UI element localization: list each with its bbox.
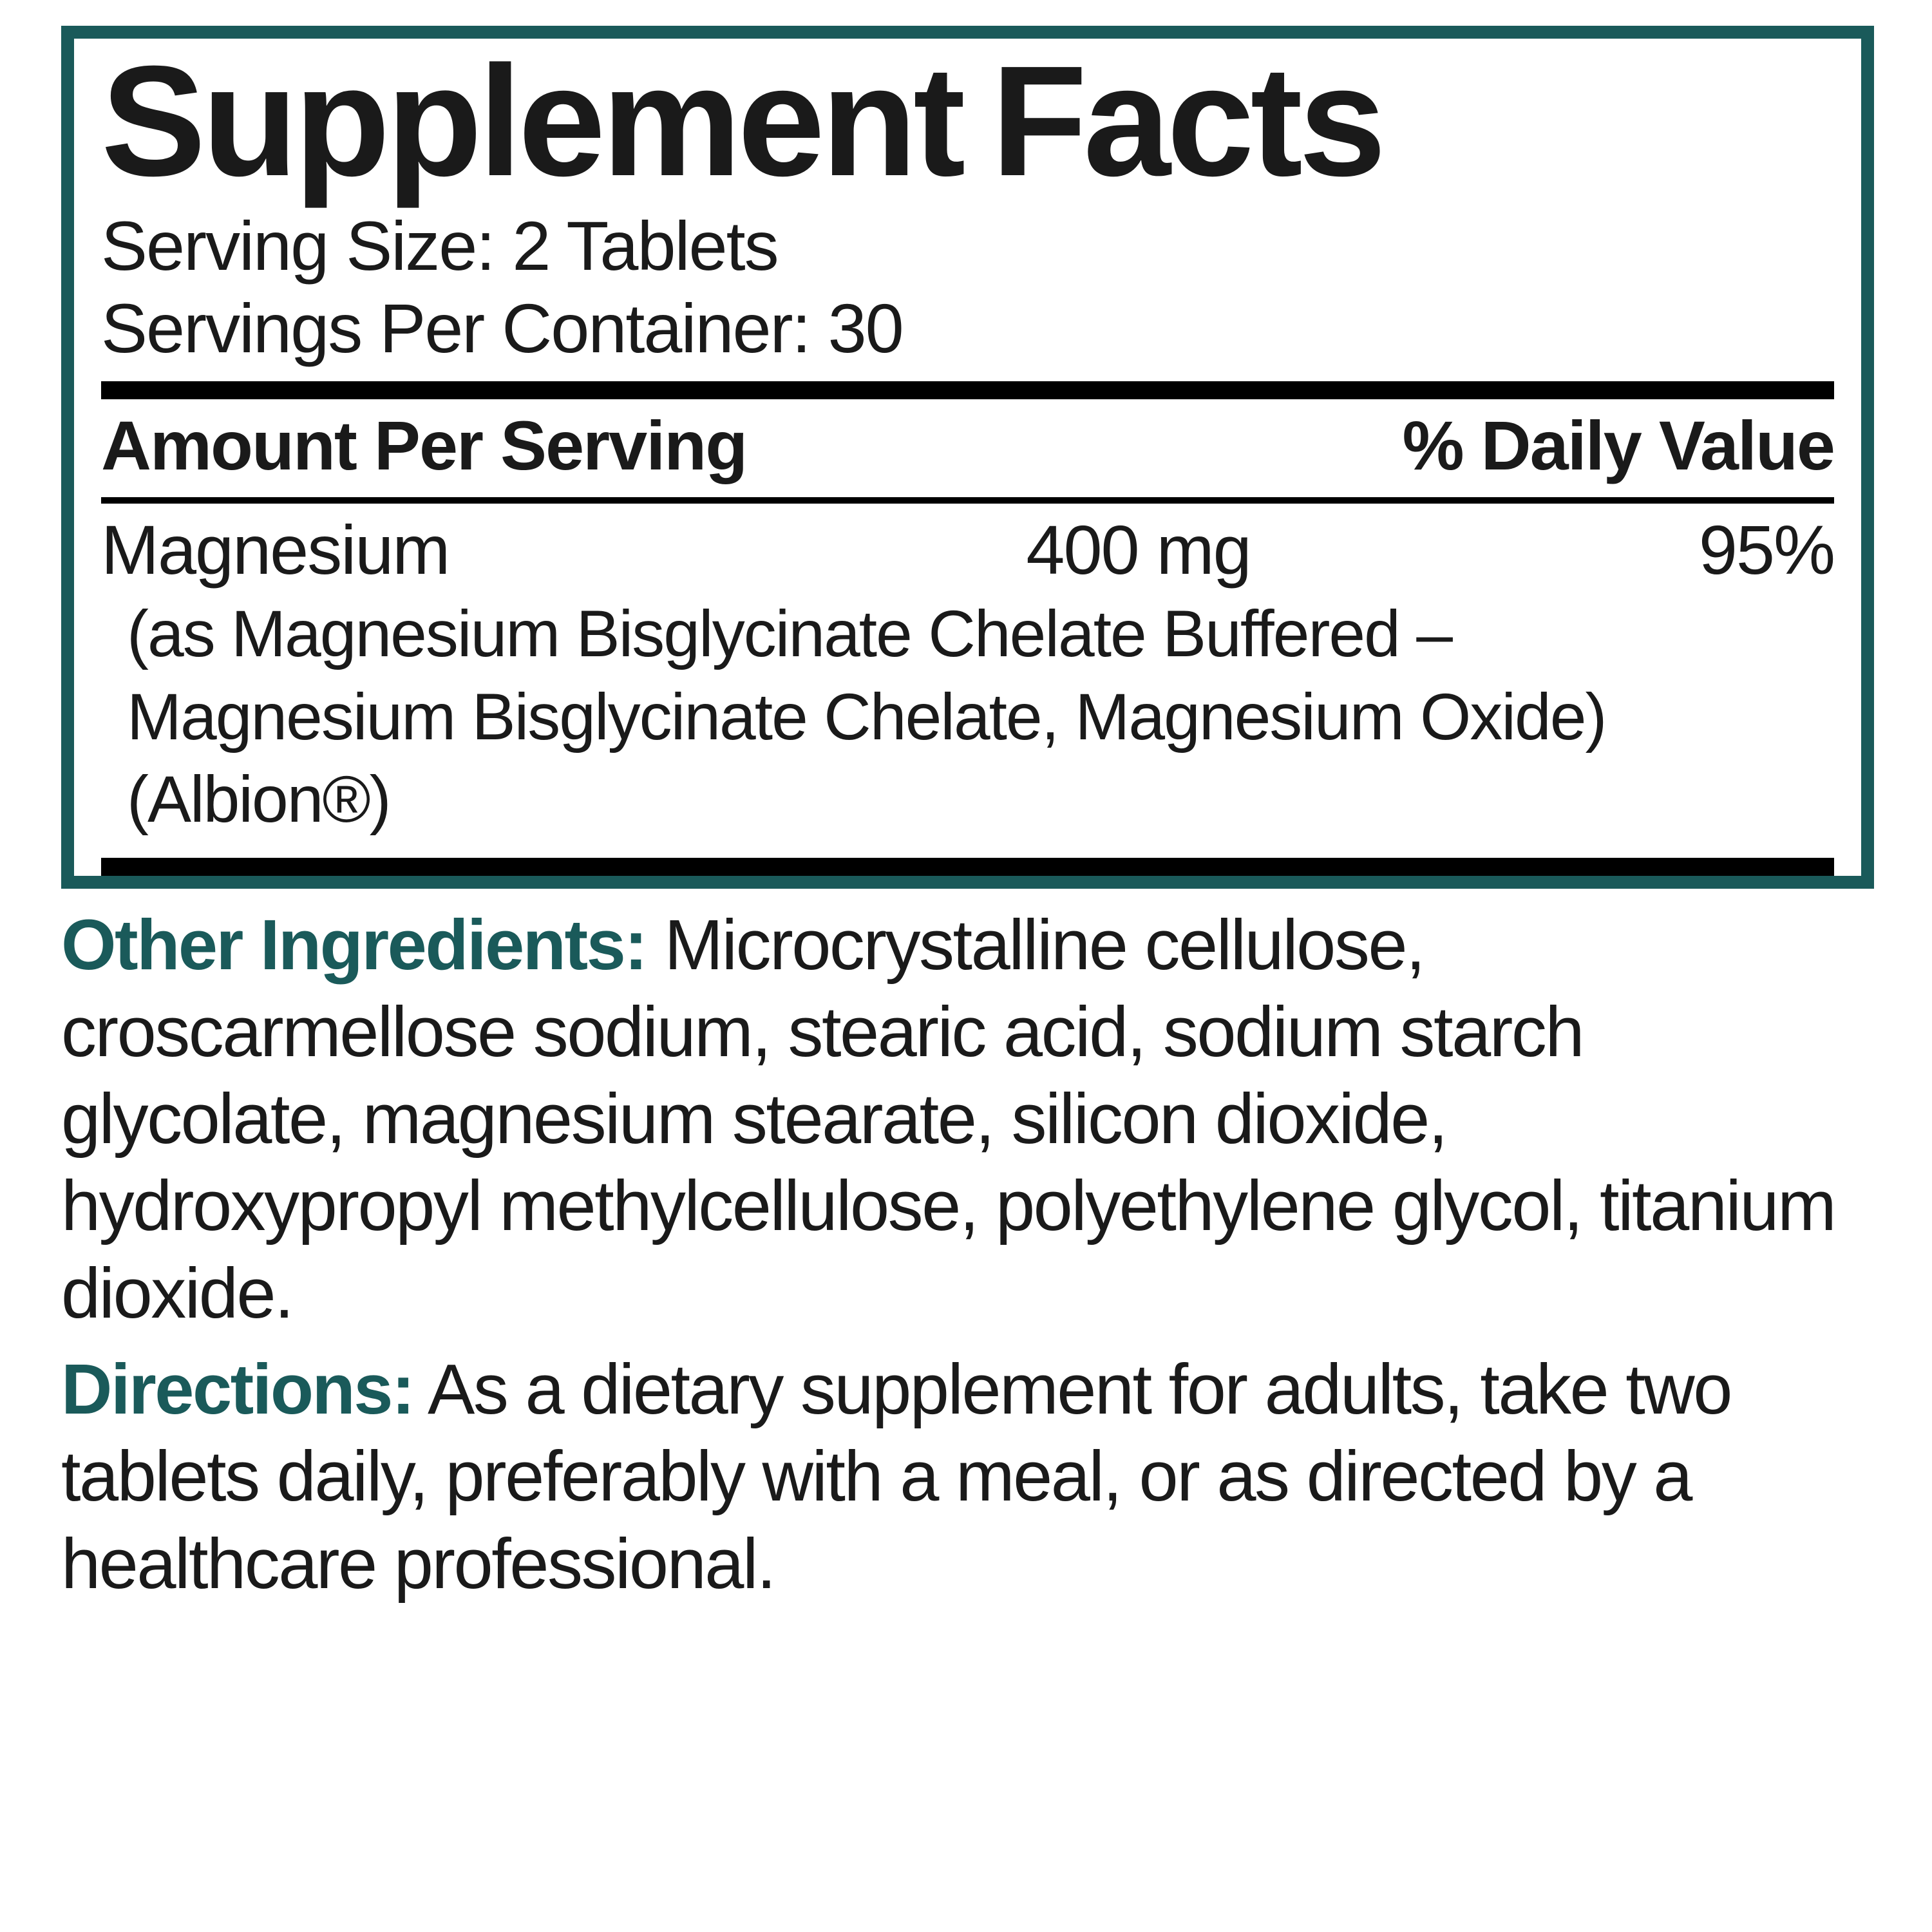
ingredient-note-line-1: (as Magnesium Bisglycinate Chelate Buffe… (127, 592, 1834, 676)
header-amount-per-serving: Amount Per Serving (101, 411, 746, 480)
divider-thick-bottom (101, 858, 1834, 876)
ingredient-note-line-2: Magnesium Bisglycinate Chelate, Magnesiu… (127, 676, 1834, 841)
servings-per-value: 30 (828, 289, 903, 367)
panel-title: Supplement Facts (101, 39, 1834, 200)
facts-panel: Supplement Facts Serving Size: 2 Tablets… (61, 26, 1874, 889)
servings-per-label: Servings Per Container: (101, 289, 810, 367)
other-ingredients-block: Other Ingredients: Microcrystalline cell… (61, 902, 1874, 1337)
header-daily-value: % Daily Value (1403, 411, 1834, 480)
serving-size-value: 2 Tablets (512, 207, 777, 285)
table-header-row: Amount Per Serving % Daily Value (101, 399, 1834, 497)
divider-thin (101, 497, 1834, 504)
other-ingredients-label: Other Ingredients: (61, 905, 646, 985)
ingredient-amount: 400 mg (449, 515, 1699, 585)
below-panel-text: Other Ingredients: Microcrystalline cell… (61, 889, 1874, 1607)
directions-block: Directions: As a dietary supplement for … (61, 1346, 1874, 1607)
directions-label: Directions: (61, 1350, 413, 1429)
serving-size-label: Serving Size: (101, 207, 494, 285)
divider-thick (101, 381, 1834, 399)
ingredient-top-line: Magnesium 400 mg 95% (101, 515, 1834, 585)
ingredient-name: Magnesium (101, 515, 449, 585)
ingredient-daily-value: 95% (1699, 515, 1834, 585)
supplement-facts-card: Supplement Facts Serving Size: 2 Tablets… (0, 0, 1932, 1932)
serving-size-line: Serving Size: 2 Tablets (101, 200, 1834, 281)
servings-per-line: Servings Per Container: 30 (101, 281, 1834, 381)
ingredient-note: (as Magnesium Bisglycinate Chelate Buffe… (101, 585, 1834, 858)
ingredient-row: Magnesium 400 mg 95% (as Magnesium Bisgl… (101, 504, 1834, 858)
